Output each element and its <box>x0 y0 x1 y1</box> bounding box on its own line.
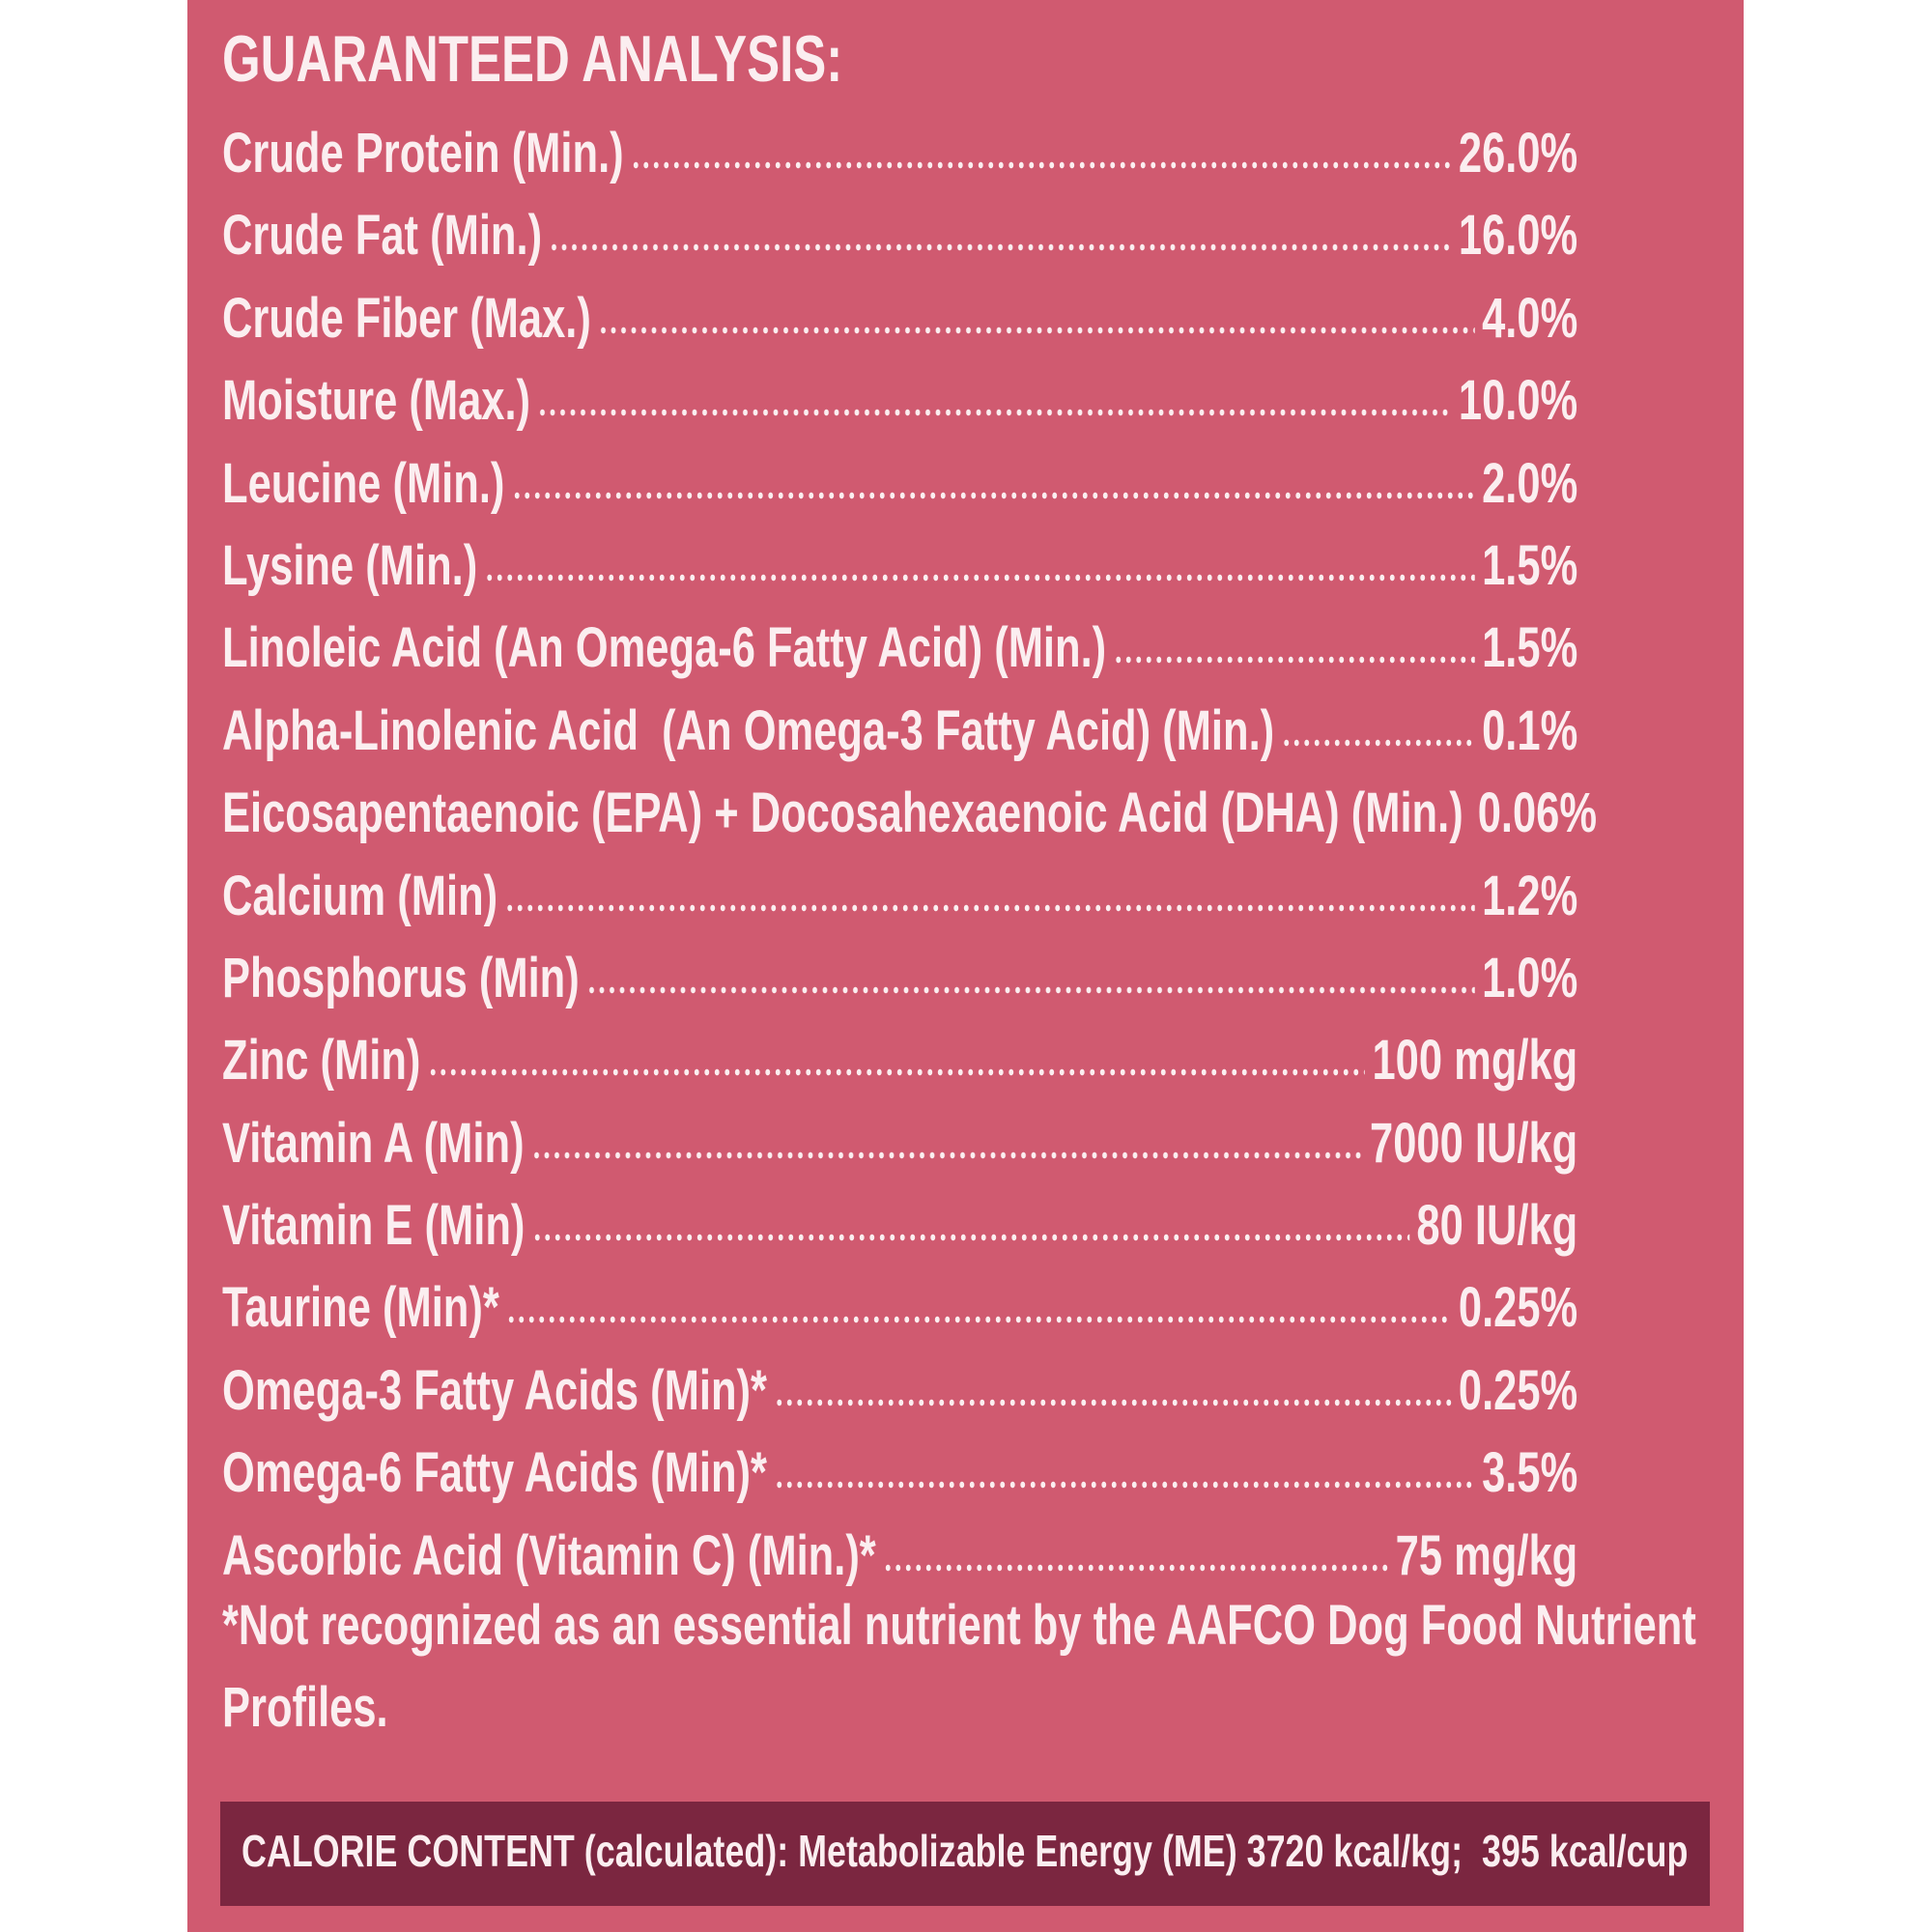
analysis-row: Crude Protein (Min.) 26.0% <box>222 112 1577 194</box>
analysis-row: Calcium (Min) 1.2% <box>222 855 1577 937</box>
nutrient-value: 1.2% <box>1482 864 1578 927</box>
analysis-row: Phosphorus (Min) 1.0% <box>222 937 1577 1019</box>
label-panel <box>187 0 1744 1932</box>
dot-leader <box>1113 653 1475 668</box>
nutrient-value: 80 IU/kg <box>1416 1194 1578 1258</box>
nutrient-label: Crude Protein (Min.) <box>222 122 624 185</box>
analysis-row: Moisture (Max.) 10.0% <box>222 359 1577 441</box>
analysis-row: Taurine (Min)* 0.25% <box>222 1266 1577 1349</box>
analysis-row: Omega-6 Fatty Acids (Min)* 3.5% <box>222 1432 1577 1514</box>
nutrient-value: 7000 IU/kg <box>1370 1111 1578 1175</box>
dot-leader <box>506 1313 1452 1327</box>
analysis-row: Zinc (Min) 100 mg/kg <box>222 1019 1577 1101</box>
calorie-bar: CALORIE CONTENT (calculated): Metaboliza… <box>220 1802 1710 1906</box>
analysis-row: Ascorbic Acid (Vitamin C) (Min.)* 75 mg/k… <box>222 1515 1577 1597</box>
dot-leader <box>586 982 1475 997</box>
analysis-row: Lysine (Min.) 1.5% <box>222 525 1577 607</box>
nutrient-label: Eicosapentaenoic (EPA) + Docosahexaenoic… <box>222 781 1463 845</box>
nutrient-value: 3.5% <box>1482 1441 1578 1505</box>
nutrient-label: Crude Fat (Min.) <box>222 204 543 268</box>
nutrient-label: Crude Fiber (Max.) <box>222 286 591 350</box>
nutrient-label: Phosphorus (Min) <box>222 946 580 1009</box>
nutrient-value: 0.06% <box>1477 781 1598 845</box>
dot-leader <box>504 900 1475 915</box>
nutrient-label: Vitamin E (Min) <box>222 1194 526 1258</box>
nutrient-value: 1.5% <box>1482 533 1578 597</box>
nutrient-label: Taurine (Min)* <box>222 1276 499 1340</box>
dot-leader <box>1281 735 1475 750</box>
dot-leader <box>537 406 1452 420</box>
nutrient-label: Alpha-Linolenic Acid (An Omega-3 Fatty A… <box>222 698 1275 762</box>
nutrient-label: Ascorbic Acid (Vitamin C) (Min.)* <box>222 1523 876 1587</box>
analysis-row: Linoleic Acid (An Omega-6 Fatty Acid) (M… <box>222 607 1577 689</box>
title: GUARANTEED ANALYSIS: <box>222 22 843 96</box>
nutrient-label: Omega-3 Fatty Acids (Min)* <box>222 1358 767 1422</box>
nutrient-value: 100 mg/kg <box>1372 1029 1578 1093</box>
nutrient-value: 1.5% <box>1482 616 1578 680</box>
nutrient-value: 2.0% <box>1482 451 1578 515</box>
dot-leader <box>549 241 1452 255</box>
dot-leader <box>774 1478 1475 1492</box>
dot-leader <box>883 1560 1389 1575</box>
nutrient-label: Lysine (Min.) <box>222 533 478 597</box>
nutrient-value: 4.0% <box>1482 286 1578 350</box>
nutrient-label: Linoleic Acid (An Omega-6 Fatty Acid) (M… <box>222 616 1107 680</box>
analysis-row: Leucine (Min.) 2.0% <box>222 442 1577 525</box>
dot-leader <box>631 158 1452 172</box>
nutrient-value: 0.1% <box>1482 698 1578 762</box>
nutrient-label: Vitamin A (Min) <box>222 1111 525 1175</box>
dot-leader <box>427 1065 1365 1080</box>
nutrient-value: 16.0% <box>1458 204 1578 268</box>
nutrient-value: 26.0% <box>1458 122 1578 185</box>
analysis-row: Vitamin A (Min) 7000 IU/kg <box>222 1102 1577 1184</box>
nutrient-value: 0.25% <box>1458 1276 1578 1340</box>
dot-leader <box>531 1231 1409 1245</box>
nutrient-value: 0.25% <box>1458 1358 1578 1422</box>
analysis-row: Crude Fat (Min.) 16.0% <box>222 194 1577 276</box>
nutrient-value: 1.0% <box>1482 946 1578 1009</box>
nutrient-label: Leucine (Min.) <box>222 451 505 515</box>
dot-leader <box>531 1148 1363 1162</box>
analysis-row: Eicosapentaenoic (EPA) + Docosahexaenoic… <box>222 772 1597 854</box>
nutrient-label: Calcium (Min) <box>222 864 498 927</box>
analysis-table: Crude Protein (Min.) 26.0% Crude Fat (Min.… <box>222 112 1597 1597</box>
footnote: *Not recognized as an essential nutrient… <box>222 1594 1696 1739</box>
nutrient-value: 10.0% <box>1458 369 1578 433</box>
nutrient-label: Moisture (Max.) <box>222 369 531 433</box>
analysis-row: Omega-3 Fatty Acids (Min)* 0.25% <box>222 1350 1577 1432</box>
analysis-row: Crude Fiber (Max.) 4.0% <box>222 277 1577 359</box>
analysis-row: Vitamin E (Min) 80 IU/kg <box>222 1184 1577 1266</box>
calorie-content: CALORIE CONTENT (calculated): Metaboliza… <box>242 1826 1689 1876</box>
nutrient-value: 75 mg/kg <box>1395 1523 1578 1587</box>
dot-leader <box>484 570 1475 584</box>
dot-leader <box>774 1395 1452 1409</box>
nutrient-label: Zinc (Min) <box>222 1029 421 1093</box>
dot-leader <box>511 488 1475 502</box>
analysis-row: Alpha-Linolenic Acid (An Omega-3 Fatty A… <box>222 690 1577 772</box>
nutrient-label: Omega-6 Fatty Acids (Min)* <box>222 1441 767 1505</box>
dot-leader <box>598 323 1475 337</box>
